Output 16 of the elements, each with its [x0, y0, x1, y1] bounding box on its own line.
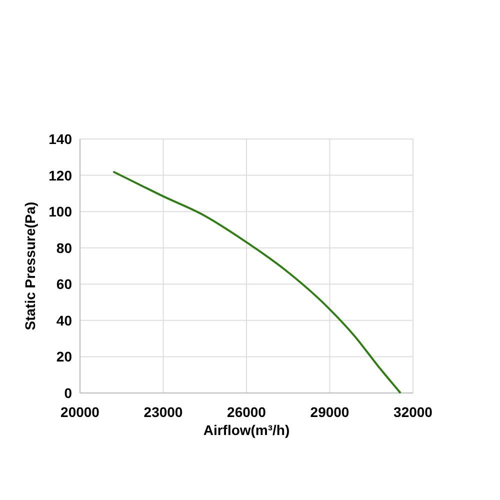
y-tick-label: 60: [56, 276, 72, 292]
y-tick-label: 0: [64, 385, 72, 401]
y-tick-label: 80: [56, 240, 72, 256]
y-axis-title: Static Pressure(Pa): [22, 202, 38, 330]
x-tick-label: 32000: [394, 404, 433, 420]
x-tick-label: 26000: [227, 404, 266, 420]
y-tick-label: 20: [56, 348, 72, 365]
x-tick-label: 23000: [144, 404, 183, 420]
y-tick-label: 140: [48, 131, 72, 147]
x-axis-title: Airflow(m³/h): [203, 422, 290, 438]
y-tick-label: 40: [56, 312, 72, 328]
y-tick-label: 100: [48, 204, 72, 220]
y-tick-label: 120: [48, 167, 72, 184]
x-tick-label: 29000: [310, 404, 350, 420]
line-series: [112, 170, 402, 394]
x-tick-label: 20000: [60, 404, 100, 420]
